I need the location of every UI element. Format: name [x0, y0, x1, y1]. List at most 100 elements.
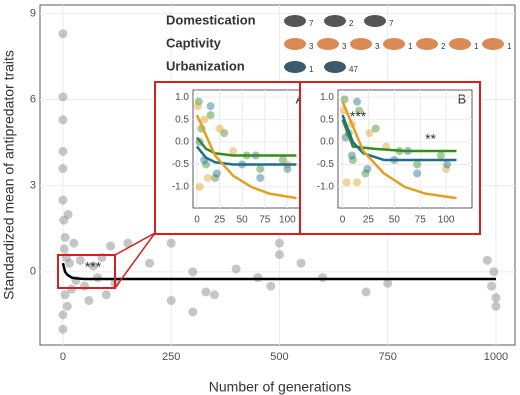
legend-icon — [350, 38, 372, 50]
legend-icon — [324, 61, 346, 73]
data-point — [489, 267, 499, 277]
fit-line — [61, 262, 496, 281]
data-point — [206, 111, 215, 120]
data-point — [60, 290, 70, 300]
x-tick-label: 75 — [259, 215, 271, 226]
x-tick-label: 500 — [270, 351, 288, 363]
x-tick-label: 0 — [60, 351, 66, 363]
data-point — [84, 296, 94, 306]
data-point — [101, 290, 111, 300]
data-point — [58, 324, 68, 334]
data-point — [166, 238, 176, 248]
fit-line — [196, 145, 297, 166]
data-point — [256, 173, 265, 182]
data-point — [58, 146, 68, 156]
data-point — [353, 178, 362, 187]
annotation: ** — [425, 131, 436, 147]
legend-count: 3 — [309, 42, 314, 51]
y-tick-label: 6 — [30, 94, 36, 106]
data-point — [266, 281, 276, 291]
data-point — [200, 115, 209, 124]
legend-count: 1 — [309, 65, 314, 74]
data-point — [278, 155, 287, 164]
legend-count: 3 — [342, 42, 347, 51]
data-point — [383, 278, 393, 288]
data-point — [194, 97, 203, 106]
data-point — [211, 173, 220, 182]
annotation: *** — [350, 108, 367, 124]
data-point — [491, 293, 501, 303]
panel-label: B — [458, 91, 467, 106]
x-tick-label: 100 — [438, 215, 455, 226]
x-tick-label: 100 — [279, 215, 296, 226]
data-point — [193, 102, 202, 111]
y-tick-label: 0.5 — [320, 114, 334, 125]
x-tick-label: 1000 — [484, 351, 508, 363]
legend-icon — [364, 15, 386, 27]
data-point — [188, 267, 198, 277]
data-point — [256, 164, 265, 173]
data-point — [188, 307, 198, 317]
legend-label: Captivity — [166, 35, 222, 50]
data-point — [348, 155, 357, 164]
data-point — [123, 238, 133, 248]
legend-count: 2 — [441, 42, 446, 51]
data-point — [318, 273, 328, 283]
x-tick-label: 50 — [389, 215, 401, 226]
data-point — [413, 160, 422, 169]
fit-line — [341, 101, 457, 200]
annotation: *** — [85, 259, 102, 275]
y-tick-label: 1.0 — [320, 92, 334, 103]
fit-line — [341, 114, 457, 162]
data-point — [62, 301, 72, 311]
data-point — [274, 238, 284, 248]
data-point — [201, 287, 211, 297]
legend-count: 2 — [349, 19, 354, 28]
legend-icon — [317, 38, 339, 50]
data-point — [80, 281, 90, 291]
x-tick-label: 25 — [363, 215, 375, 226]
data-point — [59, 244, 69, 254]
y-tick-label: 0.5 — [175, 114, 189, 125]
y-tick-label: 0 — [30, 266, 36, 278]
data-point — [203, 173, 212, 182]
y-tick-label: -1.0 — [317, 182, 335, 193]
data-point — [253, 273, 263, 283]
data-point — [88, 261, 98, 271]
data-point — [231, 264, 241, 274]
data-point — [487, 281, 497, 291]
data-point — [482, 255, 492, 265]
x-tick-label: 50 — [237, 215, 249, 226]
zoom-connector — [114, 232, 156, 256]
legend-count: 3 — [375, 42, 380, 51]
data-point — [58, 29, 68, 39]
data-point — [58, 164, 68, 174]
legend-icon — [482, 38, 504, 50]
data-point — [361, 287, 371, 297]
y-tick-label: -0.5 — [317, 159, 335, 170]
x-tick-label: 25 — [214, 215, 226, 226]
x-axis-label: Number of generations — [209, 379, 351, 395]
y-tick-label: 0.0 — [320, 137, 334, 148]
legend-icon — [284, 38, 306, 50]
legend-count: 47 — [349, 65, 358, 74]
zoom-connector — [114, 232, 156, 289]
zoom-box — [57, 254, 116, 289]
legend-icon — [284, 61, 306, 73]
y-axis-label: Standardized mean of antipredator traits — [1, 50, 17, 300]
data-point — [58, 195, 68, 205]
x-tick-label: 0 — [340, 215, 346, 226]
legend-count: 7 — [389, 19, 394, 28]
data-point — [436, 151, 445, 160]
x-tick-label: 750 — [379, 351, 397, 363]
data-point — [340, 95, 349, 104]
data-point — [75, 255, 85, 265]
x-tick-label: 75 — [415, 215, 427, 226]
y-tick-label: 0.0 — [175, 137, 189, 148]
data-point — [212, 169, 221, 178]
data-point — [442, 164, 451, 173]
legend-icon — [416, 38, 438, 50]
data-point — [296, 258, 306, 268]
data-point — [195, 182, 204, 191]
